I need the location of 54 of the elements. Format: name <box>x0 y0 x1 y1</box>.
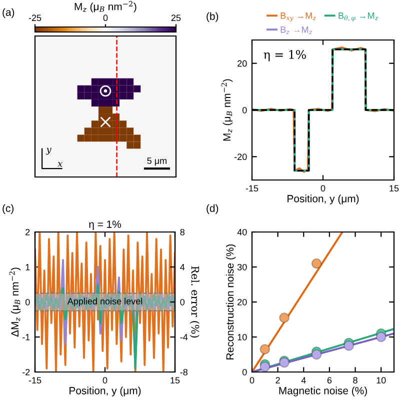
y-tick-label: 0 <box>242 368 247 376</box>
color-bar-title: M$_{z}$ (μ$_{B}$ nm$^{−2}$) <box>74 0 136 12</box>
y-tick-label: -20 <box>234 154 247 160</box>
x-tick-label: 6 <box>327 377 332 384</box>
annotation: η = 1% <box>264 50 306 62</box>
y-axis-title: Reconstruction noise (%) <box>226 244 236 360</box>
x-tick-label: 0 <box>102 377 108 384</box>
chart-title: η = 1% <box>89 220 121 230</box>
x-axis-title: Magnetic noise (%) <box>279 386 367 396</box>
color-bar-label: -25 <box>28 14 42 22</box>
band-label: Applied noise level <box>67 298 142 306</box>
legend-label: B$_{xy}$ →M$_{z}$ <box>280 12 316 22</box>
x-tick-label: -15 <box>246 185 258 192</box>
x-tick-label: 4 <box>301 377 306 384</box>
text: (b) <box>206 12 218 22</box>
y2-tick-label: -4 <box>180 334 188 340</box>
y-tick-label: 1 <box>26 264 30 270</box>
y-tick-label: 0 <box>25 298 30 306</box>
text: (a) <box>2 8 14 18</box>
x-tick-label: 8 <box>353 377 358 384</box>
text: (c) <box>2 204 14 214</box>
y2-tick-label: -8 <box>180 368 188 376</box>
x-tick-label: 15 <box>390 185 399 192</box>
legend-label: B$_{θ,φ}$ →M$_{z}$ <box>338 12 378 22</box>
y-tick-label: -1 <box>22 334 30 340</box>
legend-label: B$_{z}$ →M$_{z}$ <box>280 26 312 34</box>
y-tick-label: 20 <box>238 298 247 306</box>
x-tick-label: 15 <box>170 377 180 384</box>
y-tick-label: 2 <box>26 228 30 236</box>
annotation: y <box>46 148 52 155</box>
x-tick-label: 10 <box>376 377 386 384</box>
y-tick-label: 30 <box>237 264 247 270</box>
x-axis-title: Position, y (μm) <box>70 386 141 396</box>
y-axis-title: ΔM$_{z}$ (μ$_{B}$ nm$^{−2}$) <box>9 268 21 337</box>
y-tick-label: 10 <box>238 334 247 340</box>
y-tick-label: 40 <box>237 228 247 236</box>
y2-tick-label: 8 <box>180 228 184 236</box>
x-tick-label: -15 <box>28 377 42 384</box>
y-tick-label: -2 <box>22 368 30 376</box>
y-tick-label: 0 <box>242 106 247 114</box>
text: (d) <box>206 204 218 214</box>
x-axis-title: Position, y (μm) <box>288 194 359 204</box>
annotation: 5 μm <box>147 158 166 166</box>
y2-tick-label: 4 <box>180 264 185 270</box>
color-bar-label: 25 <box>171 14 181 22</box>
color-bar-label: 0 <box>103 14 108 22</box>
y2-axis-title: Rel. error (%) <box>190 266 200 338</box>
x-tick-label: 2 <box>276 377 280 384</box>
y2-tick-label: 0 <box>180 298 185 306</box>
y-tick-label: 20 <box>238 60 247 67</box>
x-tick-label: 0 <box>320 185 326 192</box>
annotation: x <box>58 162 63 167</box>
x-tick-label: 0 <box>250 377 254 384</box>
y-axis-title: M$_{z}$ (μ$_{B}$ nm$^{−2}$) <box>221 79 233 141</box>
